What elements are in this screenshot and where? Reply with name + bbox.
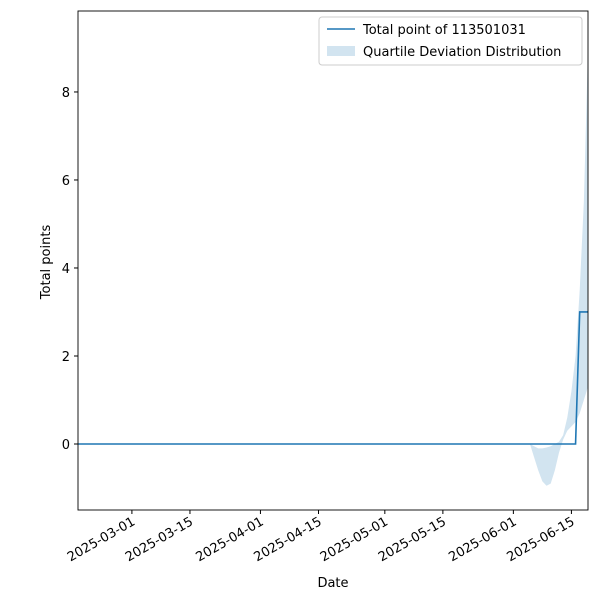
legend-box xyxy=(318,16,583,66)
legend-label: Total point of 113501031 xyxy=(362,23,526,38)
band-area xyxy=(529,47,588,486)
line xyxy=(78,311,588,445)
y-axis-label: Total points xyxy=(39,225,54,301)
y-tick-label: 6 xyxy=(62,174,70,189)
legend-band-swatch xyxy=(327,46,355,56)
y-tick-label: 8 xyxy=(62,86,70,101)
plot-frame xyxy=(77,10,589,511)
legend-label: Quartile Deviation Distribution xyxy=(363,45,561,60)
y-tick-label: 0 xyxy=(62,438,70,453)
y-tick-label: 2 xyxy=(62,350,70,365)
x-axis-label: Date xyxy=(317,576,348,591)
y-tick-label: 4 xyxy=(62,262,70,277)
